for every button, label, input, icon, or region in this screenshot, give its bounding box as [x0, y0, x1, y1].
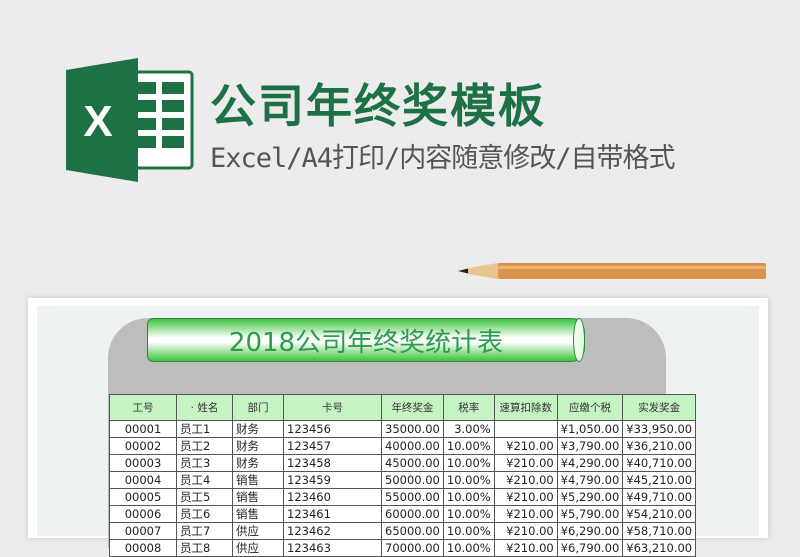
- column-header: 年终奖金: [381, 394, 444, 421]
- table-row: 00005 员工5 销售 123460 55000.00 10.00% ¥210.00 ¥5,…: [109, 488, 697, 506]
- table-row: 00001 员工1 财务 123456 35000.00 3.00% ¥1,050.00 ¥3…: [109, 420, 697, 438]
- table-cell[interactable]: 00002: [109, 437, 177, 455]
- table-cell[interactable]: ¥49,710.00: [622, 488, 697, 506]
- table-cell[interactable]: ¥210.00: [493, 471, 558, 489]
- table-cell[interactable]: ¥210.00: [493, 454, 558, 472]
- table-cell[interactable]: ¥63,210.00: [622, 539, 697, 557]
- table-row: 00006 员工6 销售 123461 60000.00 10.00% ¥210.00 ¥5,…: [109, 505, 697, 523]
- table-cell[interactable]: 50000.00: [381, 471, 444, 489]
- table-cell[interactable]: 10.00%: [442, 471, 495, 489]
- table-cell[interactable]: ¥4,290.00: [556, 454, 624, 472]
- table-cell[interactable]: 员工5: [176, 488, 233, 506]
- table-cell[interactable]: 40000.00: [381, 437, 444, 455]
- table-row: 00002 员工2 财务 123457 40000.00 10.00% ¥210.00 ¥3,…: [109, 437, 697, 455]
- table-cell[interactable]: 123463: [283, 539, 382, 557]
- page-title: 公司年终奖模板: [210, 79, 546, 133]
- table-cell[interactable]: 10.00%: [442, 454, 495, 472]
- table-cell[interactable]: ¥36,210.00: [622, 437, 697, 455]
- table-cell[interactable]: 10.00%: [442, 539, 495, 557]
- table-cell[interactable]: 00007: [109, 522, 177, 540]
- table-cell[interactable]: ¥5,290.00: [556, 488, 624, 506]
- table-cell[interactable]: 00001: [109, 420, 177, 438]
- table-cell[interactable]: ¥210.00: [493, 437, 558, 455]
- table-cell[interactable]: 员工4: [176, 471, 233, 489]
- table-cell[interactable]: 00004: [109, 471, 177, 489]
- table-cell[interactable]: 供应: [232, 539, 284, 557]
- column-header: 实发奖金: [622, 394, 697, 421]
- column-header: 工号: [109, 394, 177, 421]
- table-cell[interactable]: 123461: [283, 505, 382, 523]
- table-cell[interactable]: 员工3: [176, 454, 233, 472]
- table-cell[interactable]: 00008: [109, 539, 177, 557]
- table-cell[interactable]: 销售: [232, 471, 284, 489]
- svg-text:X: X: [83, 97, 112, 146]
- excel-logo-icon: X: [66, 58, 194, 182]
- table-row: 00007 员工7 供应 123462 65000.00 10.00% ¥210.00 ¥6,…: [109, 522, 697, 540]
- column-header: · 姓名: [176, 394, 233, 421]
- table-cell[interactable]: 员工7: [176, 522, 233, 540]
- sheet-title: 2018公司年终奖统计表: [228, 327, 504, 358]
- table-cell[interactable]: 员工1: [176, 420, 233, 438]
- table-cell[interactable]: 55000.00: [381, 488, 444, 506]
- table-cell[interactable]: ¥3,790.00: [556, 437, 624, 455]
- table-row: 00003 员工3 财务 123458 45000.00 10.00% ¥210.00 ¥4,…: [109, 454, 697, 472]
- table-cell[interactable]: ¥210.00: [493, 522, 558, 540]
- table-cell[interactable]: 60000.00: [381, 505, 444, 523]
- column-header: 税率: [442, 394, 495, 421]
- table-cell[interactable]: 财务: [232, 420, 284, 438]
- table-cell[interactable]: 00006: [109, 505, 177, 523]
- table-cell[interactable]: ¥210.00: [493, 505, 558, 523]
- table-cell[interactable]: ¥1,050.00: [556, 420, 624, 438]
- table-cell[interactable]: ¥4,790.00: [556, 471, 624, 489]
- table-cell[interactable]: 员工6: [176, 505, 233, 523]
- table-cell[interactable]: 员工2: [176, 437, 233, 455]
- table-cell[interactable]: ¥6,290.00: [556, 522, 624, 540]
- table-cell[interactable]: 65000.00: [381, 522, 444, 540]
- table-cell[interactable]: 123459: [283, 471, 382, 489]
- table-cell[interactable]: 员工8: [176, 539, 233, 557]
- table-cell[interactable]: 123460: [283, 488, 382, 506]
- table-row: 00008 员工8 供应 123463 70000.00 10.00% ¥210.00 ¥6,…: [109, 539, 697, 557]
- table-cell[interactable]: ¥54,210.00: [622, 505, 697, 523]
- table-cell[interactable]: ¥45,210.00: [622, 471, 697, 489]
- bonus-table: 工号 · 姓名 部门 卡号 年终奖金 税率 速算扣除数 应缴个税 实发奖金 00001 员工1 财务…: [109, 394, 697, 557]
- table-cell[interactable]: 供应: [232, 522, 284, 540]
- table-cell[interactable]: 10.00%: [442, 505, 495, 523]
- column-header: 速算扣除数: [493, 394, 558, 421]
- table-cell[interactable]: 00003: [109, 454, 177, 472]
- table-cell[interactable]: ¥6,790.00: [556, 539, 624, 557]
- table-cell[interactable]: 销售: [232, 488, 284, 506]
- table-cell[interactable]: 70000.00: [381, 539, 444, 557]
- page-subtitle: Excel/A4打印/内容随意修改/自带格式: [210, 143, 676, 174]
- table-cell[interactable]: ¥33,950.00: [622, 420, 697, 438]
- column-header: 应缴个税: [556, 394, 624, 421]
- column-header: 部门: [232, 394, 284, 421]
- table-cell[interactable]: 10.00%: [442, 488, 495, 506]
- table-cell[interactable]: ¥210.00: [493, 539, 558, 557]
- table-cell[interactable]: 10.00%: [442, 522, 495, 540]
- table-cell[interactable]: 123462: [283, 522, 382, 540]
- table-cell[interactable]: ¥40,710.00: [622, 454, 697, 472]
- table-cell[interactable]: 3.00%: [442, 420, 495, 438]
- table-cell[interactable]: 123456: [283, 420, 382, 438]
- table-cell[interactable]: 财务: [232, 454, 284, 472]
- table-cell[interactable]: 00005: [109, 488, 177, 506]
- pencil-icon: [458, 263, 766, 279]
- table-cell[interactable]: ¥5,790.00: [556, 505, 624, 523]
- table-cell[interactable]: 45000.00: [381, 454, 444, 472]
- table-row: 00004 员工4 销售 123459 50000.00 10.00% ¥210.00 ¥4,…: [109, 471, 697, 489]
- table-cell[interactable]: 35000.00: [381, 420, 444, 438]
- table-cell[interactable]: [493, 420, 558, 438]
- column-header: 卡号: [283, 394, 382, 421]
- table-cell[interactable]: 123457: [283, 437, 382, 455]
- sheet-title-banner: 2018公司年终奖统计表: [147, 318, 585, 362]
- table-cell[interactable]: 123458: [283, 454, 382, 472]
- table-cell[interactable]: 10.00%: [442, 437, 495, 455]
- table-cell[interactable]: 销售: [232, 505, 284, 523]
- table-cell[interactable]: ¥58,710.00: [622, 522, 697, 540]
- table-cell[interactable]: ¥210.00: [493, 488, 558, 506]
- table-cell[interactable]: 财务: [232, 437, 284, 455]
